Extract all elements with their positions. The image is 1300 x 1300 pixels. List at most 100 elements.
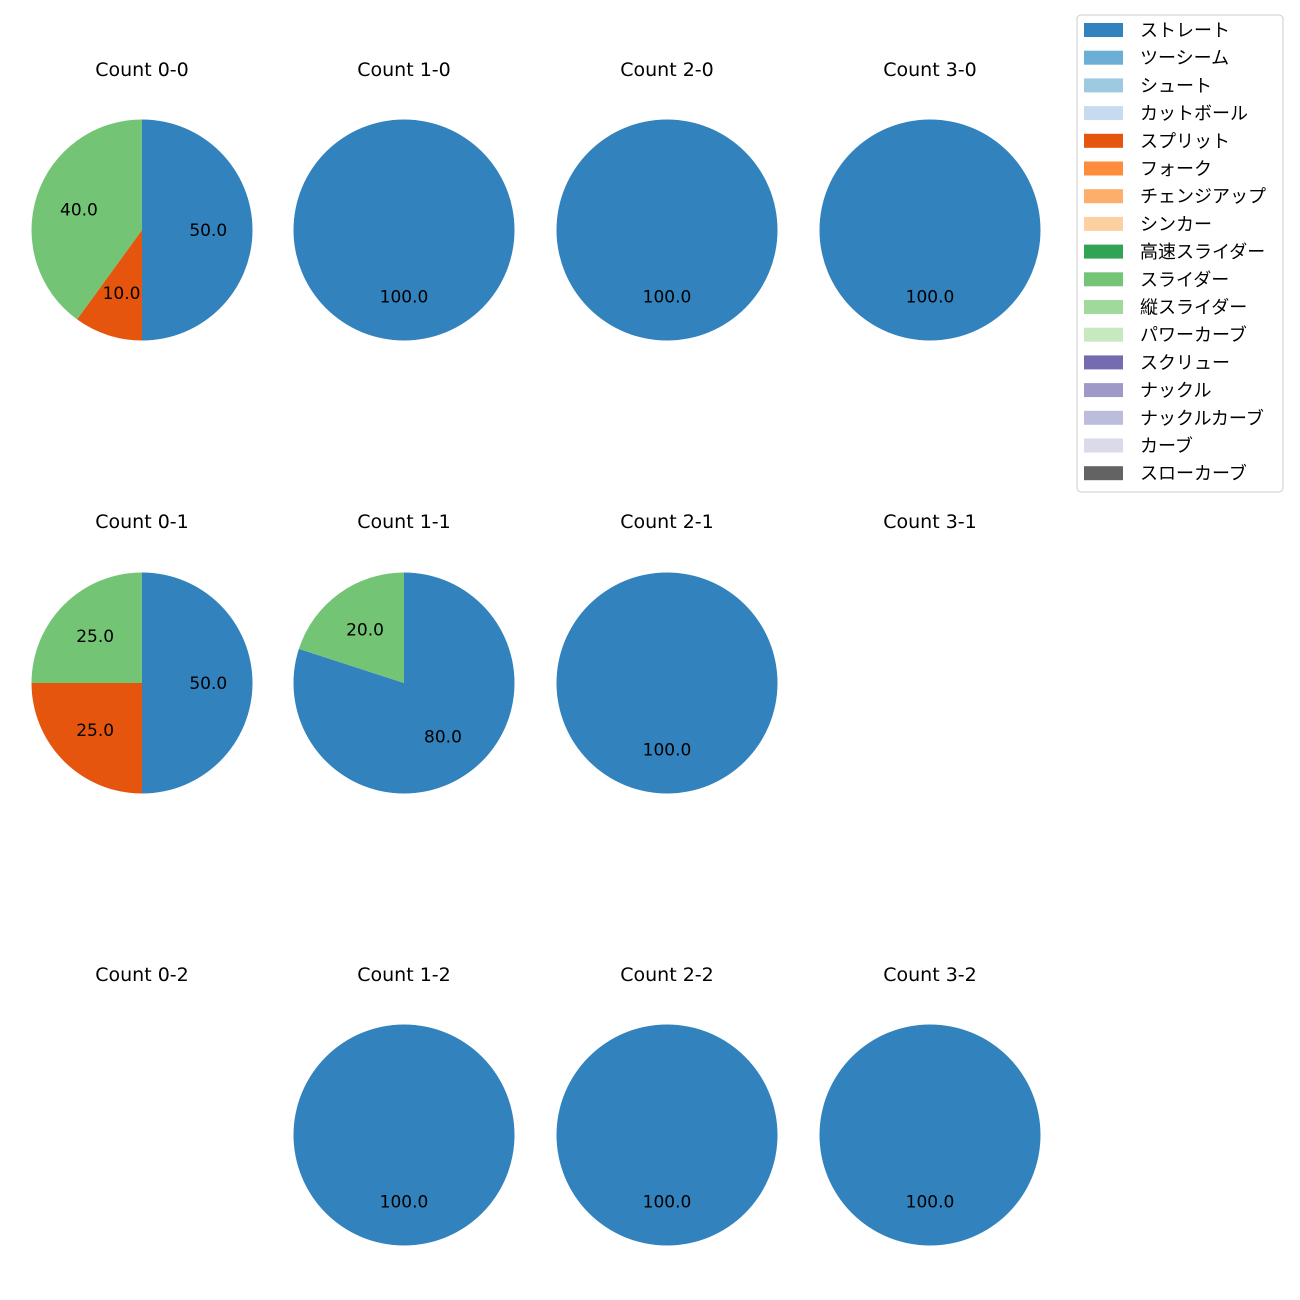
legend-item: スローカーブ <box>1084 463 1247 485</box>
legend-swatch <box>1084 410 1123 425</box>
legend-item: ツーシーム <box>1084 48 1229 69</box>
slice-percent-label: 100.0 <box>906 1192 955 1212</box>
pie-panel: Count 1-2 100.0 <box>293 964 515 1246</box>
panel-title: Count 3-0 <box>883 59 977 81</box>
legend-item: 高速スライダー <box>1084 242 1265 263</box>
panel-title: Count 0-2 <box>95 964 189 986</box>
panel-title: Count 0-1 <box>95 511 189 533</box>
slice-percent-label: 100.0 <box>380 287 429 307</box>
slice-percent-label: 100.0 <box>643 1192 692 1212</box>
legend-swatch <box>1084 106 1123 121</box>
legend-swatch <box>1084 78 1123 93</box>
legend-swatch <box>1084 189 1123 204</box>
legend-swatch <box>1084 50 1123 65</box>
legend-item: カーブ <box>1084 435 1193 457</box>
pie-panel: Count 3-0 100.0 <box>819 59 1041 341</box>
slice-percent-label: 80.0 <box>424 728 462 748</box>
slice-percent-label: 100.0 <box>643 740 692 760</box>
legend-item: シンカー <box>1084 214 1212 235</box>
pie-slice <box>556 572 778 794</box>
pie-slice <box>77 230 142 341</box>
panel-title: Count 1-1 <box>357 511 451 533</box>
legend-swatch <box>1084 466 1123 481</box>
legend-item: シュート <box>1084 76 1212 97</box>
panel-title: Count 1-2 <box>357 964 451 986</box>
legend-label: ストレート <box>1140 21 1230 42</box>
pie-panel: Count 2-1 100.0 <box>556 511 778 794</box>
legend-label: 高速スライダー <box>1140 242 1265 263</box>
legend-item: スライダー <box>1084 270 1229 291</box>
legend-label: スローカーブ <box>1140 463 1247 485</box>
pie-slice <box>298 572 404 683</box>
pie-slice <box>142 572 253 794</box>
legend-item: ストレート <box>1084 21 1230 42</box>
legend-label: スライダー <box>1140 270 1229 291</box>
slice-percent-label: 100.0 <box>380 1192 429 1212</box>
pie-panel: Count 3-1 <box>883 511 977 533</box>
legend-swatch <box>1084 133 1123 148</box>
legend-label: 縦スライダー <box>1140 298 1247 319</box>
pie-panel: Count 1-0 100.0 <box>293 59 515 341</box>
legend-label: カットボール <box>1140 104 1248 125</box>
pie-panel: Count 3-2 100.0 <box>819 964 1041 1246</box>
pie-panel: Count 0-2 <box>95 964 189 986</box>
legend-item: パワーカーブ <box>1084 324 1247 346</box>
slice-percent-label: 50.0 <box>189 221 227 241</box>
legend-frame <box>1076 14 1284 493</box>
legend-item: スクリュー <box>1084 353 1230 374</box>
legend-swatch <box>1084 244 1123 259</box>
pie-slice <box>31 683 142 794</box>
pie-slice <box>819 1024 1041 1246</box>
legend-swatch <box>1084 438 1123 453</box>
pie-panel: Count 1-1 80.0 20.0 <box>293 511 515 794</box>
legend-label: ナックルカーブ <box>1140 407 1264 429</box>
legend-swatch <box>1084 383 1123 398</box>
legend-item: フォーク <box>1084 159 1212 180</box>
legend-item: チェンジアップ <box>1084 187 1266 208</box>
pie-slice <box>819 119 1041 341</box>
pie-panel: Count 2-0 100.0 <box>556 59 778 341</box>
legend-swatch <box>1084 355 1123 370</box>
pie-slice <box>293 572 515 794</box>
legend-label: フォーク <box>1140 159 1212 180</box>
legend: ストレートツーシームシュートカットボールスプリットフォークチェンジアップシンカー… <box>1076 14 1284 493</box>
legend-swatch <box>1084 327 1123 342</box>
legend-swatch <box>1084 272 1123 287</box>
legend-label: シュート <box>1140 76 1212 97</box>
panel-title: Count 2-0 <box>620 59 714 81</box>
slice-percent-label: 100.0 <box>643 287 692 307</box>
legend-label: スプリット <box>1140 131 1230 152</box>
legend-label: ツーシーム <box>1140 48 1229 69</box>
slice-percent-label: 100.0 <box>906 287 955 307</box>
legend-swatch <box>1084 161 1123 176</box>
legend-label: パワーカーブ <box>1140 324 1247 346</box>
legend-item: ナックル <box>1084 381 1211 402</box>
pie-slice <box>556 119 778 341</box>
pie-slice <box>293 119 515 341</box>
legend-label: シンカー <box>1140 214 1212 235</box>
pie-panel: Count 0-0 50.0 10.0 40.0 <box>31 59 253 341</box>
slice-percent-label: 10.0 <box>103 284 141 304</box>
pie-slice <box>31 572 142 683</box>
pie-slice <box>293 1024 515 1246</box>
legend-item: ナックルカーブ <box>1084 407 1264 429</box>
panel-title: Count 3-2 <box>883 964 977 986</box>
slice-percent-label: 20.0 <box>346 620 384 640</box>
legend-label: ナックル <box>1140 381 1211 402</box>
legend-label: チェンジアップ <box>1140 187 1266 208</box>
pie-slice <box>556 1024 778 1246</box>
slice-percent-label: 25.0 <box>76 721 114 741</box>
pie-slice <box>31 119 142 320</box>
slice-percent-label: 40.0 <box>60 201 98 221</box>
panel-title: Count 0-0 <box>95 59 189 81</box>
panel-title: Count 1-0 <box>357 59 451 81</box>
legend-item: スプリット <box>1084 131 1230 152</box>
legend-item: 縦スライダー <box>1084 298 1247 319</box>
panel-title: Count 3-1 <box>883 511 977 533</box>
slice-percent-label: 25.0 <box>76 627 114 647</box>
pie-panel: Count 2-2 100.0 <box>556 964 778 1246</box>
legend-label: スクリュー <box>1140 353 1230 374</box>
pie-panel: Count 0-1 50.0 25.0 25.0 <box>31 511 253 794</box>
